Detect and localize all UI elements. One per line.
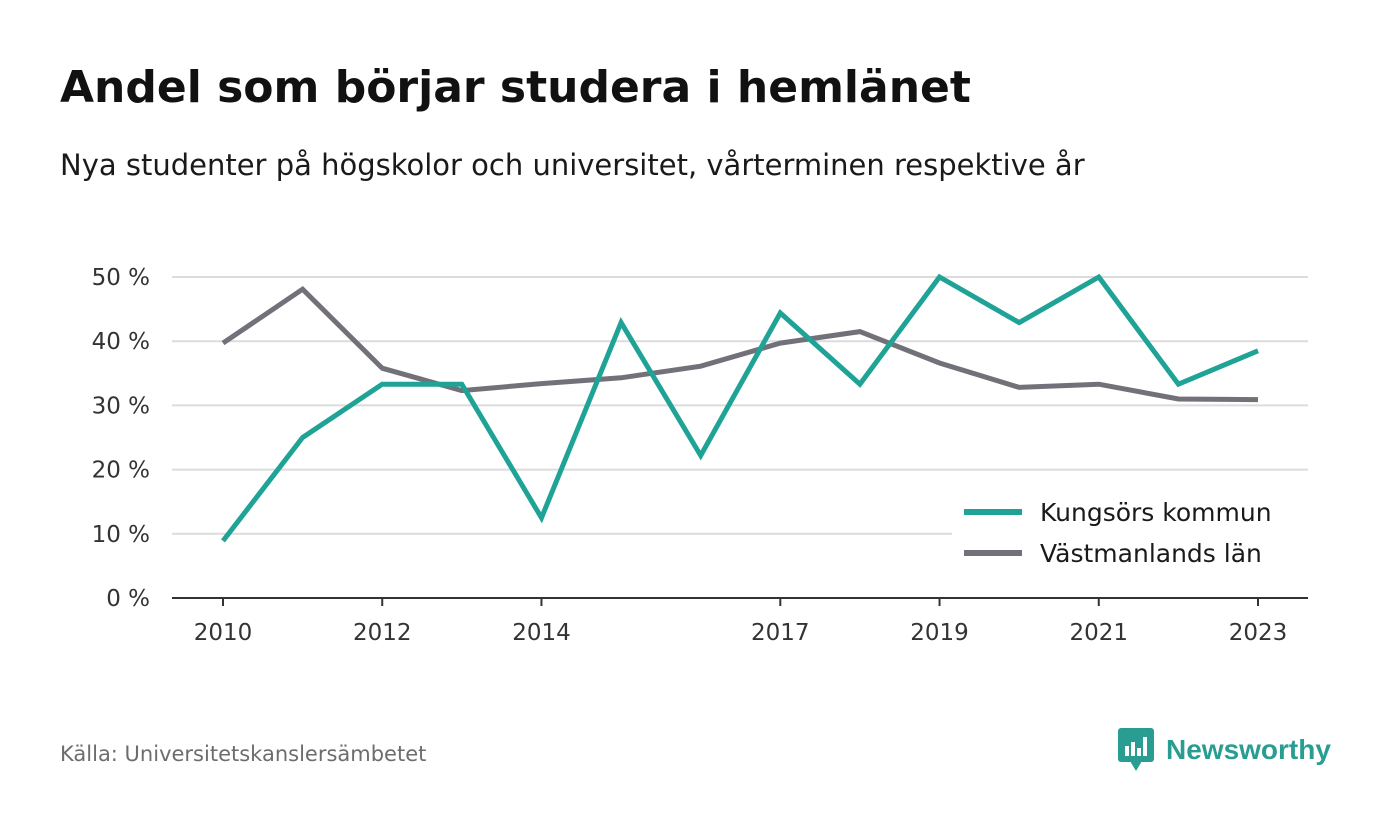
legend-label: Västmanlands län (1040, 539, 1262, 568)
brand-name: Newsworthy (1166, 734, 1331, 765)
x-tick-label: 2019 (910, 620, 969, 646)
bar-chart-speech-bubble-icon (1118, 728, 1154, 771)
brand-logo: Newsworthy (1118, 728, 1331, 772)
y-tick-label: 10 % (92, 522, 150, 548)
legend-label: Kungsörs kommun (1040, 498, 1272, 527)
x-tick-label: 2023 (1229, 620, 1288, 646)
x-tick-label: 2014 (512, 620, 571, 646)
source-note: Källa: Universitetskanslersämbetet (60, 742, 427, 766)
series-line (221, 273, 1259, 543)
chart-title: Andel som börjar studera i hemlänet (60, 62, 971, 113)
chart-subtitle: Nya studenter på högskolor och universit… (60, 148, 1085, 182)
x-tick-label: 2010 (194, 620, 253, 646)
y-axis-ticks: 0 % 10 % 20 % 30 % 40 % 50 % (92, 265, 150, 612)
x-tick-label: 2012 (353, 620, 412, 646)
legend-background (952, 490, 1308, 582)
x-tick-label: 2017 (751, 620, 810, 646)
y-tick-label: 20 % (92, 458, 150, 484)
line-chart: 0 % 10 % 20 % 30 % 40 % 50 % 2010 2012 2014 2017… (92, 265, 1308, 646)
y-tick-label: 50 % (92, 265, 150, 291)
grid-lines (172, 276, 1308, 535)
x-axis-ticks: 2010 2012 2014 2017 2019 2021 2023 (194, 598, 1288, 646)
series-lines (221, 273, 1259, 543)
y-tick-label: 0 % (106, 586, 150, 612)
y-tick-label: 30 % (92, 393, 150, 419)
x-tick-label: 2021 (1069, 620, 1128, 646)
legend: Kungsörs kommun Västmanlands län (952, 490, 1308, 582)
series-line (221, 285, 1259, 403)
y-tick-label: 40 % (92, 329, 150, 355)
